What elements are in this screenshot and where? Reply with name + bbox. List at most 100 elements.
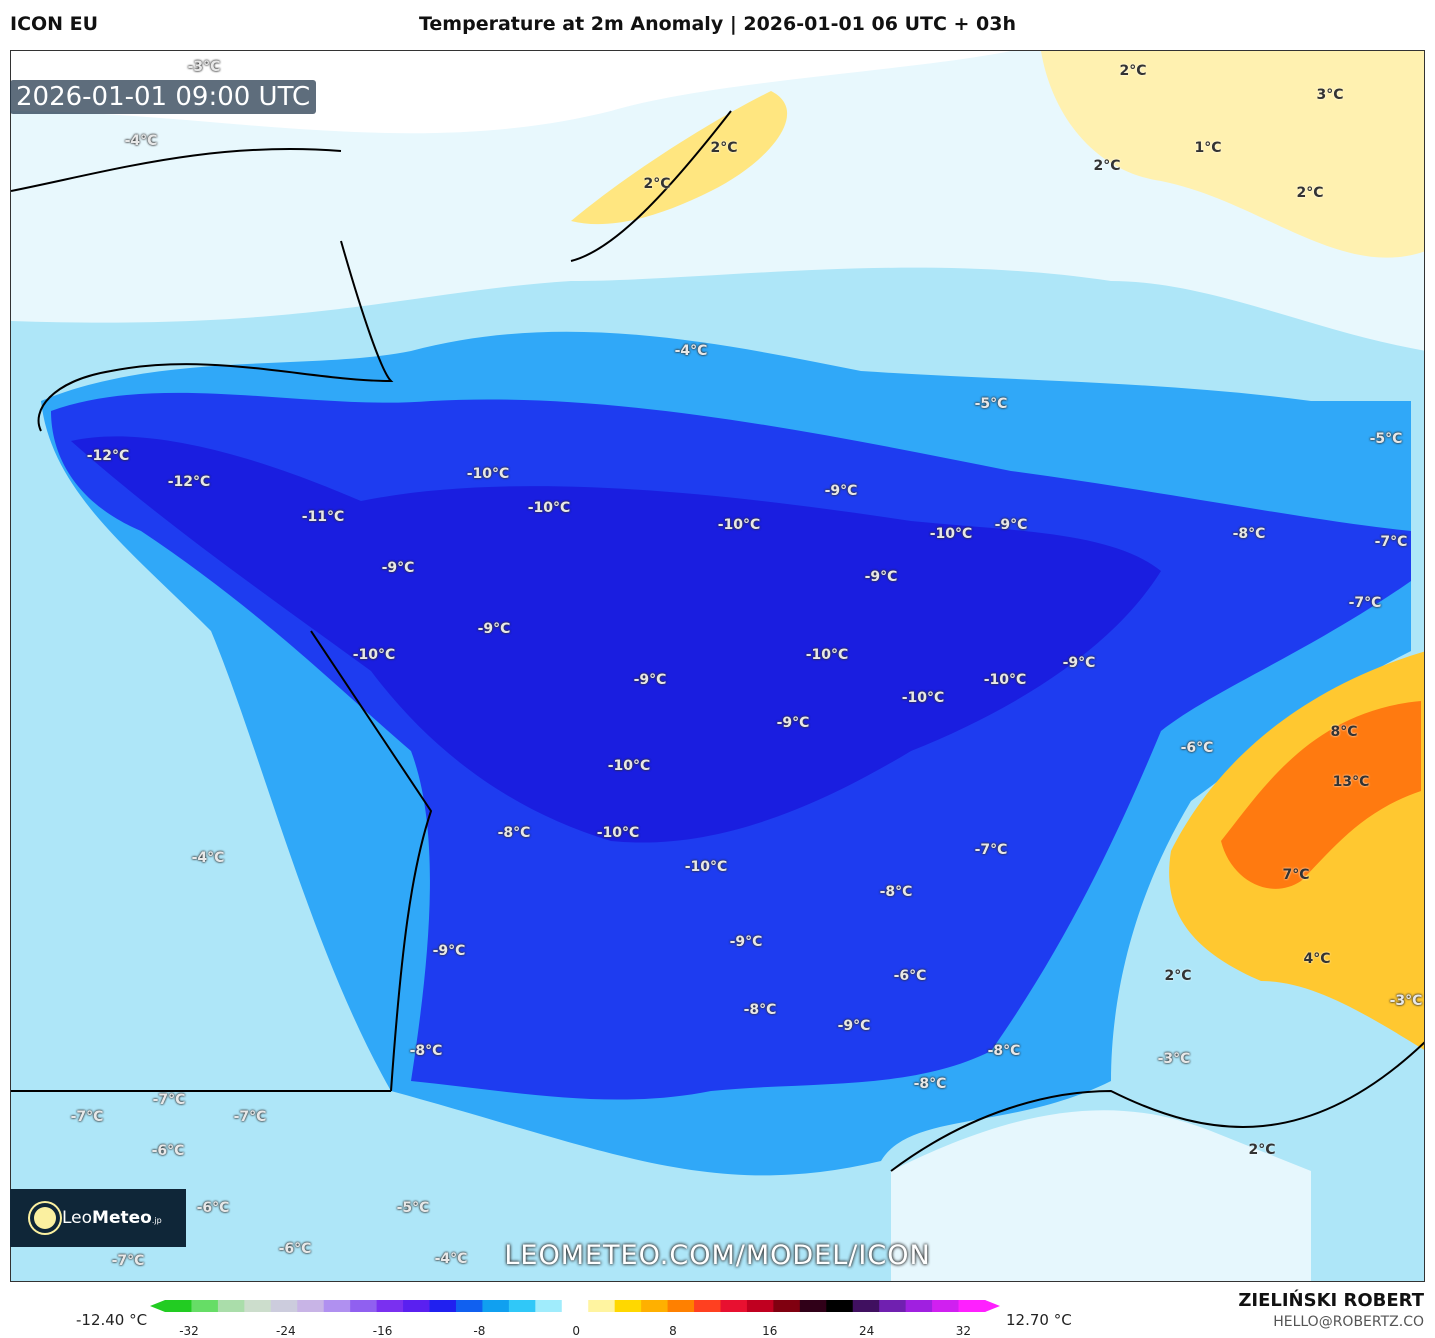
map-title: Temperature at 2m Anomaly | 2026-01-01 0… [418, 13, 1017, 35]
model-name: ICON EU [10, 13, 99, 35]
warm-north [1041, 51, 1424, 258]
contour-label: -10°C [805, 647, 849, 663]
contour-label: -9°C [633, 672, 667, 688]
contour-label: -6°C [196, 1200, 230, 1216]
leometeo-logo: LeoMeteo.jp [10, 1189, 186, 1247]
colorbar-swatch [217, 1300, 245, 1312]
contour-label: -7°C [70, 1109, 104, 1125]
contour-label: 13°C [1332, 774, 1370, 790]
coastline [11, 110, 1424, 1172]
temperature-anomaly-map: -3°C -4°C 2°C 2°C 2°C 3°C 1°C 2°C 2°C -4°C -5°C -5°… [10, 50, 1425, 1282]
contour-label: 2°C [710, 140, 738, 156]
contour-label: 7°C [1282, 867, 1310, 883]
contour-label: -6°C [1180, 740, 1214, 756]
contour-label: -8°C [879, 884, 913, 900]
valid-time: 2026-01-01 09:00 UTC [10, 80, 317, 114]
contour-label: 8°C [1330, 724, 1358, 740]
colorbar-swatch [403, 1300, 431, 1312]
contour-label: 4°C [1303, 951, 1331, 967]
colorbar-tick: 8 [669, 1324, 677, 1338]
colorbar-tick: -24 [275, 1324, 296, 1338]
contour-label: 2°C [1296, 185, 1324, 201]
colorbar-swatch [165, 1300, 192, 1312]
contour-label: 2°C [1093, 158, 1121, 174]
colorbar-swatch [932, 1300, 960, 1312]
colorbar-swatch [455, 1300, 483, 1312]
contour-label: -6°C [151, 1143, 185, 1159]
contour-label: -7°C [1348, 595, 1382, 611]
france-core [71, 436, 1161, 843]
contour-label: 3°C [1316, 87, 1344, 103]
contour-label: -7°C [974, 842, 1008, 858]
colorbar-swatch [905, 1300, 933, 1312]
contour-label: -7°C [152, 1092, 186, 1108]
contour-label: -5°C [396, 1200, 430, 1216]
colorbar-tick: 32 [955, 1324, 972, 1338]
colorbar-swatch [614, 1300, 642, 1312]
contour-label: -12°C [86, 448, 130, 464]
colorbar-tick: 16 [762, 1324, 778, 1338]
colorbar-swatch [852, 1300, 880, 1312]
colorbar-swatch [641, 1300, 669, 1312]
colorbar-swatch [244, 1300, 272, 1312]
contour-label: -6°C [278, 1241, 312, 1257]
colorbar-swatch [694, 1300, 721, 1312]
contour-label: -9°C [432, 943, 466, 959]
colorbar-tick: -8 [473, 1324, 486, 1338]
contour-label: -8°C [987, 1043, 1021, 1059]
colorbar-max-arrow [985, 1300, 1000, 1312]
contour-label: 1°C [1194, 140, 1222, 156]
contour-label: -10°C [717, 517, 761, 533]
colorbar-tick: -16 [372, 1324, 393, 1338]
contour-label: -9°C [824, 483, 858, 499]
colorbar-swatch [720, 1300, 748, 1312]
contour-label: -5°C [974, 396, 1008, 412]
colorbar-swatch [746, 1300, 774, 1312]
contour-label: -9°C [477, 621, 511, 637]
contour-label: -5°C [1369, 431, 1403, 447]
contour-label: -8°C [409, 1043, 443, 1059]
contour-label: -9°C [994, 517, 1028, 533]
contour-label: -4°C [124, 133, 158, 149]
colorbar-swatch [958, 1300, 986, 1312]
contour-label: -7°C [233, 1109, 267, 1125]
contour-label: -9°C [729, 934, 763, 950]
contour-label: -6°C [893, 968, 927, 984]
logo-text-bold: Meteo [92, 1208, 152, 1228]
watermark-url: LEOMETEO.COM/MODEL/ICON [504, 1240, 931, 1271]
colorbar-tick: 0 [572, 1324, 581, 1338]
colorbar-swatch [561, 1300, 589, 1312]
contour-label: -4°C [191, 850, 225, 866]
contour-label: -3°C [1157, 1051, 1191, 1067]
colorbar-swatch [191, 1300, 219, 1312]
contour-label: -4°C [434, 1251, 468, 1267]
contour-label: -12°C [167, 474, 211, 490]
contour-label: -10°C [466, 466, 510, 482]
contour-label: -10°C [901, 690, 945, 706]
colorbar-swatch [879, 1300, 907, 1312]
contour-label: -7°C [111, 1253, 145, 1269]
colorbar-swatch [376, 1300, 404, 1312]
warm-channel [571, 91, 788, 225]
author-name: ZIELIŃSKI ROBERT [1238, 1290, 1424, 1311]
colorbar-swatch [350, 1300, 378, 1312]
colorbar-swatch [270, 1300, 298, 1312]
contour-label: -10°C [352, 647, 396, 663]
colorbar-min-label: -12.40 °C [76, 1311, 148, 1329]
colorbar-swatch [826, 1300, 854, 1312]
contour-label: -9°C [864, 569, 898, 585]
colorbar-swatch [773, 1300, 801, 1312]
contour-label: -10°C [607, 758, 651, 774]
map-field [11, 51, 1424, 1281]
colorbar-swatch [429, 1300, 457, 1312]
contour-label: -8°C [1232, 526, 1266, 542]
contour-label: -4°C [674, 343, 708, 359]
colorbar-swatch [323, 1300, 351, 1312]
contour-label: -9°C [1062, 655, 1096, 671]
contour-label: -7°C [1374, 534, 1408, 550]
contour-label: -10°C [527, 500, 571, 516]
alps-hot [1221, 701, 1421, 889]
colorbar-swatch [508, 1300, 536, 1312]
author-email: HELLO@ROBERTZ.CO [1273, 1314, 1424, 1330]
logo-text-light: Leo [62, 1208, 93, 1228]
